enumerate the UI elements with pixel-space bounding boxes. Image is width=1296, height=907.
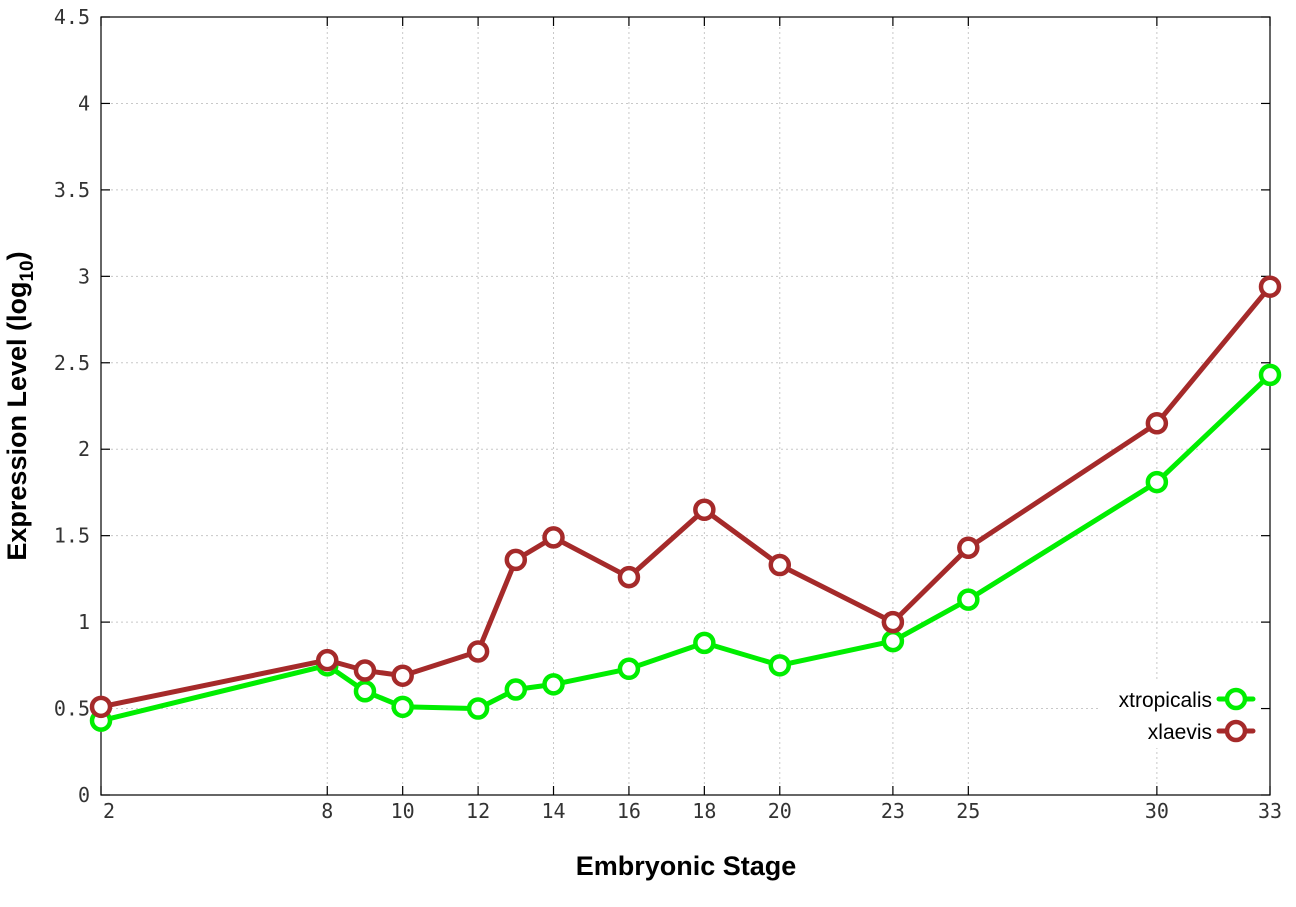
y-axis-title-close: ) — [2, 251, 32, 260]
data-point-xlaevis — [617, 565, 641, 589]
y-tick-label: 1.5 — [54, 524, 90, 548]
data-point-xlaevis — [466, 640, 490, 663]
data-point-xlaevis — [391, 664, 414, 687]
x-tick-label: 18 — [692, 799, 716, 823]
y-tick-label: 0 — [78, 783, 90, 807]
legend-label-xtropicalis: xtropicalis — [1119, 689, 1212, 712]
x-tick-label: 10 — [391, 799, 415, 823]
data-point-xlaevis — [1258, 275, 1282, 298]
x-tick-label: 12 — [466, 799, 490, 823]
legend-label-xlaevis: xlaevis — [1148, 721, 1212, 744]
data-point-xtropicalis — [353, 680, 377, 703]
y-axis-title-main: Expression Level (log — [2, 282, 32, 561]
y-tick-label: 3.5 — [54, 178, 90, 202]
data-point-xtropicalis — [617, 657, 641, 681]
data-point-xlaevis — [353, 659, 377, 682]
legend-marker-xtropicalis — [1224, 687, 1248, 711]
series-line-xlaevis — [98, 284, 1273, 710]
data-point-xtropicalis — [957, 588, 980, 611]
legend: xtropicalis xlaevis — [1098, 680, 1258, 748]
data-point-xtropicalis — [768, 654, 792, 677]
y-tick-label: 4 — [78, 91, 90, 115]
data-point-xlaevis — [957, 536, 980, 560]
y-tick-label: 2.5 — [54, 351, 90, 375]
y-tick-label: 4.5 — [54, 5, 90, 29]
data-point-xtropicalis — [466, 697, 490, 720]
x-tick-label: 30 — [1145, 799, 1169, 823]
data-point-xlaevis — [316, 648, 339, 672]
y-axis-title-subscript: 10 — [17, 260, 38, 281]
x-tick-label: 25 — [956, 799, 980, 823]
x-tick-label: 16 — [617, 799, 641, 823]
data-point-xtropicalis — [542, 673, 565, 696]
x-tick-label: 8 — [321, 799, 333, 823]
x-tick-label: 20 — [768, 799, 792, 823]
x-tick-label: 14 — [541, 799, 565, 823]
x-tick-label: 2 — [103, 799, 115, 823]
data-point-xtropicalis — [881, 629, 905, 653]
data-point-xtropicalis — [1145, 470, 1169, 494]
data-point-xtropicalis — [391, 695, 414, 719]
data-point-xlaevis — [89, 695, 113, 719]
series-layer — [89, 275, 1282, 732]
data-point-xlaevis — [881, 610, 905, 634]
data-point-xlaevis — [504, 548, 528, 572]
y-tick-label: 3 — [78, 264, 90, 288]
legend-marker-xlaevis — [1224, 719, 1248, 743]
y-tick-label: 0.5 — [54, 697, 90, 721]
data-point-xtropicalis — [504, 678, 528, 701]
x-axis-title: Embryonic Stage — [576, 851, 797, 881]
x-tick-label: 23 — [881, 799, 905, 823]
x-tick-label: 33 — [1258, 799, 1282, 823]
axis-ticks: 0 0.5 1 1.5 2 2.5 3 3.5 4 4.5 2 8 10 12 14 16 18 20 23 25 30… — [54, 5, 1282, 823]
y-tick-label: 2 — [78, 437, 90, 461]
data-point-xlaevis — [693, 498, 716, 521]
data-point-xtropicalis — [1258, 363, 1282, 387]
data-point-xlaevis — [542, 526, 565, 549]
y-axis-title: Expression Level (log10) — [2, 251, 38, 560]
plot-frame — [100, 16, 1271, 796]
data-point-xlaevis — [1145, 412, 1169, 435]
data-point-xlaevis — [768, 553, 792, 577]
y-tick-label: 1 — [78, 610, 90, 634]
data-point-xtropicalis — [693, 631, 716, 655]
